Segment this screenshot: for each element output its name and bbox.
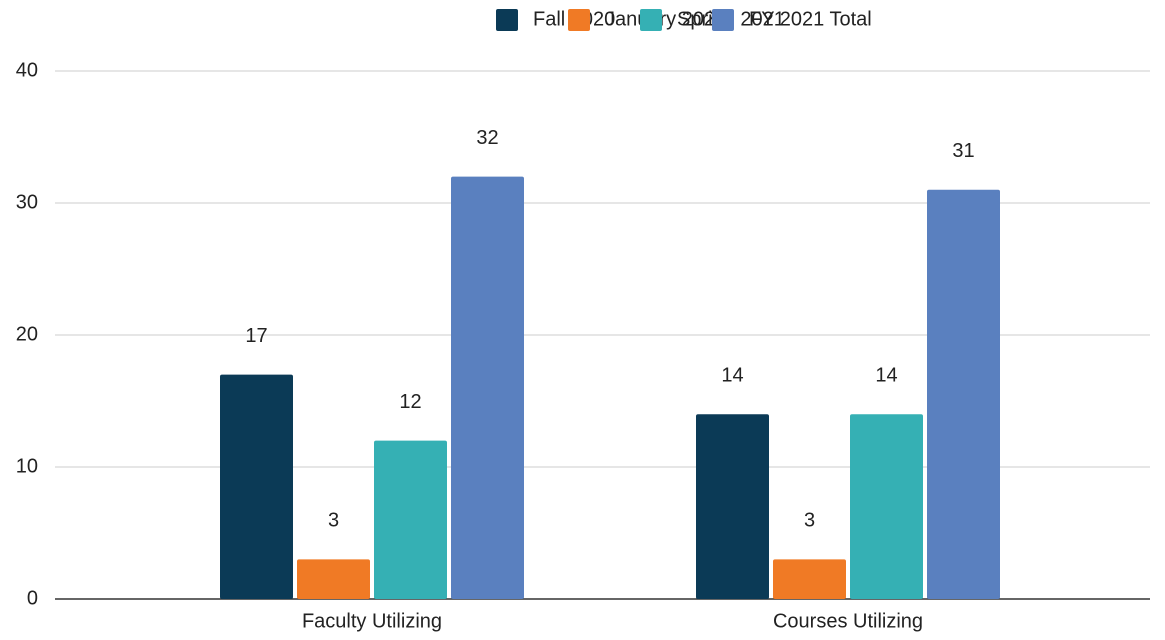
bar — [297, 559, 370, 599]
value-label: 3 — [328, 510, 339, 532]
y-tick-label: 40 — [16, 59, 38, 81]
x-tick-label: Courses Utilizing — [773, 610, 923, 632]
y-tick-label: 10 — [16, 455, 38, 477]
legend-label: FY 2021 Total — [749, 8, 872, 30]
bar — [927, 189, 1000, 600]
value-label: 3 — [804, 510, 815, 532]
bar — [451, 176, 524, 599]
legend-swatch — [568, 9, 590, 31]
bar — [773, 559, 846, 599]
bar — [850, 414, 923, 599]
value-label: 32 — [476, 127, 498, 149]
y-tick-label: 30 — [16, 191, 38, 213]
value-label: 31 — [952, 140, 974, 162]
legend-swatch — [640, 9, 662, 31]
bar — [374, 440, 447, 599]
value-label: 14 — [875, 364, 897, 386]
value-label: 14 — [721, 364, 743, 386]
value-label: 17 — [245, 325, 267, 347]
value-label: 12 — [399, 391, 421, 413]
legend-label: January 2021 — [605, 8, 726, 30]
y-tick-label: 20 — [16, 323, 38, 345]
legend-swatch — [496, 9, 518, 31]
y-tick-label: 0 — [27, 587, 38, 609]
legend-swatch — [712, 9, 734, 31]
x-tick-label: Faculty Utilizing — [302, 610, 442, 632]
bar — [696, 414, 769, 599]
bar — [220, 374, 293, 599]
